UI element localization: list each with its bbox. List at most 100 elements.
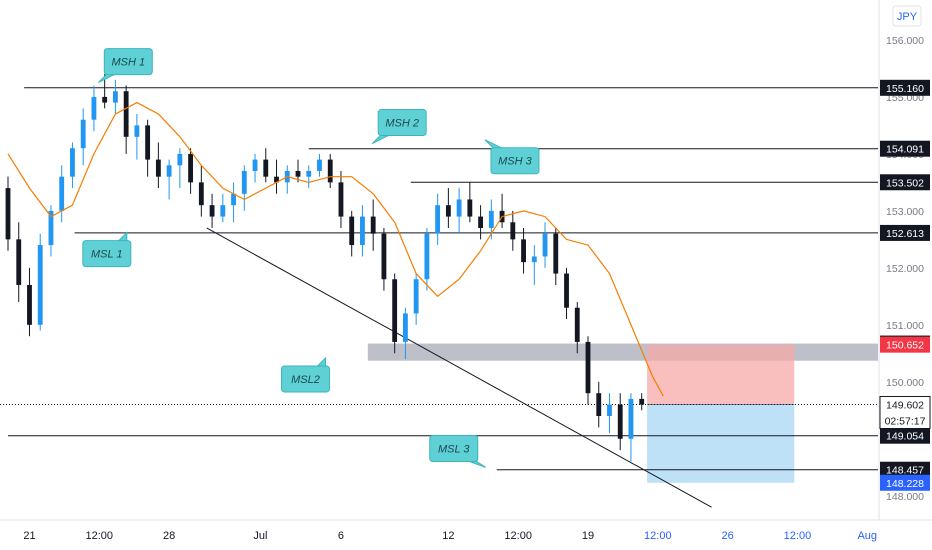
candle-body [27,284,32,325]
callout-msl-1[interactable]: MSL 1 [82,231,132,268]
trend-line-segment[interactable] [206,227,712,508]
level-price-tag-bg [880,79,930,96]
candle-body [80,119,86,149]
price-tick-label: 156.000 [886,35,924,47]
callout-msl2[interactable]: MSL2 [281,356,331,393]
level-price-tag-label: 154.091 [886,144,924,156]
candle-body [639,398,645,405]
currency-badge[interactable]: JPY [892,5,922,27]
callout-text: MSL 1 [91,249,123,261]
time-tick-label: 12:00 [644,530,672,542]
candle-body [295,170,301,177]
level-price-tag-bg [880,427,930,444]
candle-body [317,159,322,171]
callout-box [103,48,153,76]
time-tick-label: 26 [722,530,734,542]
candle-body [596,393,602,416]
candle-body [274,176,279,183]
candle-body [531,256,537,263]
callout-msl-3[interactable]: MSL 3 [429,434,487,468]
candle-body [220,205,226,217]
candle-body [607,404,612,416]
price-tick-label: 150.000 [886,377,924,389]
level-price-tag-label: 155.160 [886,83,924,95]
callout-annotations[interactable]: MSH 1 MSH 2 MSH 3 MSL 1 MSL2 MSL 3 [82,48,540,468]
time-tick-label: 12:00 [86,530,114,542]
candle-body [91,96,97,120]
callout-box [429,434,479,462]
candle-body [381,233,387,280]
candle-body [370,216,376,234]
candle-body [542,233,548,257]
candle-body [134,125,140,137]
short-position-tool[interactable] [647,344,795,483]
candle-body [188,153,194,183]
candle-body [5,188,11,240]
callout-msh-2[interactable]: MSH 2 [371,109,427,145]
candle-body [338,182,344,217]
candle-body [402,313,408,342]
time-tick-label: 19 [582,530,594,542]
callout-msh-3[interactable]: MSH 3 [484,139,540,175]
candle-body [241,170,247,194]
moving-average-series [7,101,664,397]
callout-text: MSH 3 [498,156,533,168]
candle-body [467,199,473,217]
time-tick-label: 12 [442,530,454,542]
current-price-label: 149.602 [886,399,924,411]
currency-label: JPY [897,11,918,23]
candle-body [198,182,204,206]
time-axis[interactable]: 21 12:00 28 Jul 6 12 12:00 19 12:00 26 12:00 Aug [0,519,932,550]
candle-body [112,91,118,103]
stop-price-tag-label: 150.652 [886,340,924,352]
callout-box [490,147,540,175]
candle-body [628,398,634,439]
candle-body [424,233,430,280]
candle-body [306,170,312,177]
callout-text: MSL 3 [438,443,470,455]
candle-body [231,193,236,206]
candle-body [16,239,22,285]
callout-box [82,240,132,268]
stop-loss-area[interactable] [647,344,795,405]
level-price-tag-label: 153.502 [886,177,924,189]
candle-body [177,153,183,166]
candle-body [145,125,151,160]
price-tick-label: 148.000 [886,491,924,503]
level-price-tag-label: 149.054 [886,431,924,443]
take-profit-area[interactable] [647,404,795,483]
candle-body [564,273,569,308]
callout-text: MSL2 [291,374,320,386]
level-price-tag-bg [880,461,930,478]
trend-line[interactable] [206,227,712,508]
time-tick-label: 21 [23,530,35,542]
candle-body [166,165,172,177]
time-tick-label: 28 [163,530,175,542]
time-tick-label: 12:00 [504,530,532,542]
price-axis[interactable]: 156.000155.000154.000153.000152.000151.0… [878,0,932,550]
moving-average-line [7,101,664,397]
callout-text: MSH 2 [385,118,419,130]
candle-body [360,216,365,246]
candle-body [521,239,526,263]
candle-body [585,341,591,394]
zone-rect[interactable] [367,343,878,361]
candle-body [617,404,623,439]
candle-body [574,307,580,342]
target-price-tag-bg [880,474,930,491]
price-tick-label: 153.000 [886,206,924,218]
time-tick-label: Aug [857,530,877,542]
candle-body [327,159,333,183]
candle-body [70,148,75,177]
candle-body [413,279,419,314]
supply-zone[interactable] [367,343,878,361]
level-price-tag-label: 152.613 [886,228,924,240]
countdown-label: 02:57:17 [885,415,926,427]
level-price-tag-label: 148.457 [886,465,924,477]
time-tick-label: 6 [338,530,344,542]
candle-body [252,159,258,171]
callout-msh-1[interactable]: MSH 1 [97,48,153,84]
candle-body [445,205,451,217]
price-tick-label: 151.000 [886,320,924,332]
